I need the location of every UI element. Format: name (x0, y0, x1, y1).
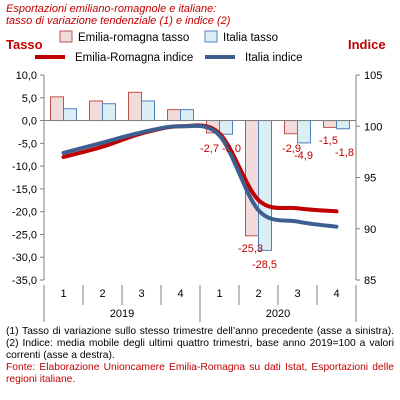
data-label-1-5: -28,5 (252, 259, 277, 271)
data-label-1-6: -4,9 (294, 150, 313, 162)
category-label: 3 (138, 288, 144, 300)
bar-1-0 (63, 108, 77, 122)
bar-1-7 (336, 120, 350, 130)
category-label: 2 (255, 288, 261, 300)
legend-label-2: Emilia-Romagna indice (75, 52, 193, 64)
source-text: Fonte: Elaborazione Unioncamere Emilia-R… (6, 362, 394, 385)
category-label: 1 (216, 288, 222, 300)
data-label-1-4: -3,0 (222, 143, 241, 155)
category-label: 4 (177, 288, 183, 300)
year-label-0: 2019 (110, 308, 134, 320)
left-tick-label: 5,0 (22, 93, 37, 105)
category-label: 4 (333, 288, 339, 300)
right-tick-label: 90 (364, 224, 376, 236)
bar-0-0 (50, 96, 64, 122)
bar-1-4 (219, 120, 233, 135)
chart-title-line2: tasso di variazione tendenziale (1) e in… (6, 15, 231, 27)
right-tick-label: 100 (364, 121, 382, 133)
chart-title-line1: Esportazioni emiliano-romagnole e italia… (6, 3, 217, 15)
bar-0-2 (128, 91, 142, 122)
legend-label-3: Italia indice (245, 52, 303, 64)
bar-0-6 (284, 120, 298, 135)
legend-label-1: Italia tasso (223, 32, 278, 44)
legend-swatch-0 (59, 30, 73, 43)
line-series-1 (61, 123, 339, 229)
left-tick-label: 10,0 (16, 70, 37, 82)
bar-1-2 (141, 100, 155, 122)
data-label-0-6: -2,9 (282, 143, 301, 155)
bar-0-5 (245, 120, 259, 237)
notes: (1) Tasso di variazione sullo stesso tri… (6, 326, 394, 386)
data-label-1-7: -1,8 (335, 147, 354, 159)
category-label: 1 (60, 288, 66, 300)
left-tick-label: -10,0 (12, 161, 37, 173)
bar-0-1 (89, 100, 103, 122)
category-label: 2 (99, 288, 105, 300)
bar-1-3 (180, 109, 194, 122)
bar-1-1 (102, 103, 116, 122)
year-label-1: 2020 (266, 308, 290, 320)
left-tick-label: 0,0 (22, 116, 37, 128)
right-tick-label: 95 (364, 173, 376, 185)
left-tick-label: -15,0 (12, 184, 37, 196)
legend-label-0: Emilia-romagna tasso (78, 32, 189, 44)
right-axis-title: Indice (348, 37, 386, 52)
right-tick-label: 105 (364, 70, 382, 82)
data-label-0-4: -2,7 (200, 143, 219, 155)
chart-title: Esportazioni emiliano-romagnole e italia… (6, 3, 230, 27)
left-tick-label: -20,0 (12, 207, 37, 219)
data-label-0-7: -1,5 (319, 135, 338, 147)
bar-0-3 (167, 109, 181, 122)
line-series-0 (61, 123, 339, 214)
right-tick-label: 85 (364, 275, 376, 287)
chart: Emilia-romagna tasso Italia tasso Emilia-R… (12, 30, 382, 322)
left-tick-label: -5,0 (18, 138, 37, 150)
data-label-0-5: -25,3 (238, 243, 263, 255)
bar-1-5 (258, 120, 272, 251)
category-label: 3 (294, 288, 300, 300)
note-text: (1) Tasso di variazione sullo stesso tri… (6, 326, 394, 361)
bar-0-7 (323, 120, 337, 128)
left-axis-title: Tasso (6, 37, 43, 52)
bar-1-6 (297, 120, 311, 144)
left-tick-label: -30,0 (12, 252, 37, 264)
legend-swatch-1 (204, 30, 218, 43)
left-tick-label: -25,0 (12, 229, 37, 241)
left-tick-label: -35,0 (12, 275, 37, 287)
